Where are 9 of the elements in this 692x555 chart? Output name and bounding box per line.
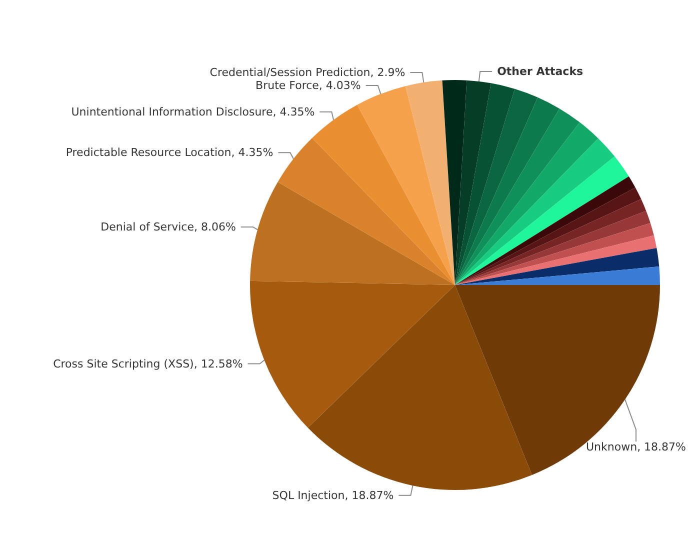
slice-label: Credential/Session Prediction, 2.9% <box>210 66 406 80</box>
slice-label: Unknown, 18.87% <box>586 440 686 454</box>
slice-label: Unintentional Information Disclosure, 4.35% <box>71 105 315 118</box>
slice-label: SQL Injection, 18.87% <box>272 488 394 502</box>
slice-label: Denial of Service, 8.06% <box>100 220 236 234</box>
slice-label: Cross Site Scripting (XSS), 12.58% <box>53 357 243 370</box>
slice-label: Other Attacks <box>497 64 584 78</box>
slice-label: Predictable Resource Location, 4.35% <box>66 146 274 160</box>
slice-label: Brute Force, 4.03% <box>256 79 361 92</box>
